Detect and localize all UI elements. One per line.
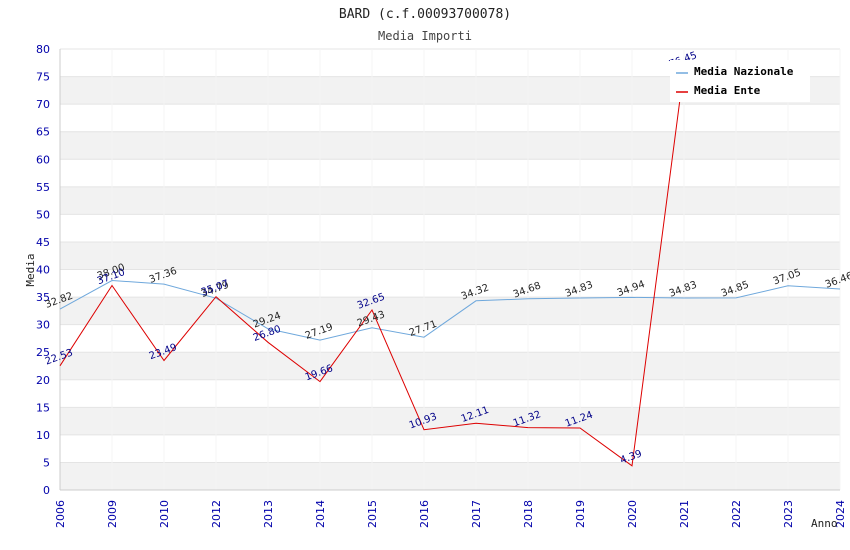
y-tick-label: 35: [36, 291, 50, 304]
chart-title: BARD (c.f.00093700078): [339, 7, 511, 22]
grid-band: [60, 131, 840, 160]
axes: [59, 49, 840, 491]
grid-band: [60, 159, 840, 187]
x-tick-label: 2018: [522, 500, 535, 528]
y-tick-label: 55: [36, 181, 50, 194]
x-axis-label: Anno: [811, 517, 838, 530]
x-tick-label: 2015: [366, 500, 379, 528]
grid-band: [60, 407, 840, 435]
legend: Media Nazionale Media Ente: [670, 60, 810, 102]
legend-label-nazionale: Media Nazionale: [694, 65, 794, 78]
x-tick-label: 2023: [782, 500, 795, 528]
y-tick-label: 70: [36, 98, 50, 111]
chart-subtitle: Media Importi: [378, 29, 472, 43]
y-tick-label: 45: [36, 236, 50, 249]
y-tick-label: 40: [36, 264, 50, 277]
series-line-ente: [59, 68, 685, 467]
x-tick-label: 2022: [730, 500, 743, 528]
y-tick-label: 65: [36, 126, 50, 139]
grid-band: [60, 269, 840, 298]
x-tick-labels: 2006 2009 2010 2012 2013 2014 2015 2016 2017 2018…: [54, 500, 847, 528]
y-tick-label: 60: [36, 153, 50, 166]
x-tick-label: 2024: [834, 500, 847, 528]
grid-band: [60, 297, 840, 325]
x-tick-label: 2019: [574, 500, 587, 528]
y-axis-label: Media: [24, 253, 37, 286]
grid-band: [60, 434, 840, 463]
y-tick-label: 25: [36, 346, 50, 359]
grid-bands: [59, 48, 841, 491]
x-tick-label: 2021: [678, 500, 691, 528]
grid-band: [60, 352, 840, 380]
grid-band: [60, 379, 840, 408]
y-tick-label: 30: [36, 319, 50, 332]
x-tick-label: 2010: [158, 500, 171, 528]
x-tick-label: 2009: [106, 500, 119, 528]
x-tick-label: 2016: [418, 500, 431, 528]
grid-band: [60, 214, 840, 242]
y-tick-label: 10: [36, 429, 50, 442]
y-tick-labels: 0 5 10 15 20 25 30 35 40 45 50 55 60 65 70 75 80: [36, 43, 50, 497]
series-line-nazionale: [59, 279, 841, 341]
grid-band: [60, 186, 840, 215]
grid-band: [60, 462, 840, 490]
x-tick-label: 2006: [54, 500, 67, 528]
x-tick-label: 2013: [262, 500, 275, 528]
x-tick-label: 2017: [470, 500, 483, 528]
y-tick-label: 15: [36, 401, 50, 414]
grid-band: [60, 104, 840, 132]
series-lines: [59, 68, 841, 467]
x-tick-label: 2020: [626, 500, 639, 528]
grid-band: [60, 241, 840, 270]
grid-band: [60, 324, 840, 353]
y-tick-label: 50: [36, 208, 50, 221]
legend-label-ente: Media Ente: [694, 84, 761, 97]
y-tick-label: 80: [36, 43, 50, 56]
y-tick-label: 0: [43, 484, 50, 497]
x-tick-label: 2014: [314, 500, 327, 528]
x-tick-label: 2012: [210, 500, 223, 528]
y-tick-label: 20: [36, 374, 50, 387]
y-tick-label: 75: [36, 71, 50, 84]
y-tick-label: 5: [43, 456, 50, 469]
legend-box: [670, 60, 810, 102]
